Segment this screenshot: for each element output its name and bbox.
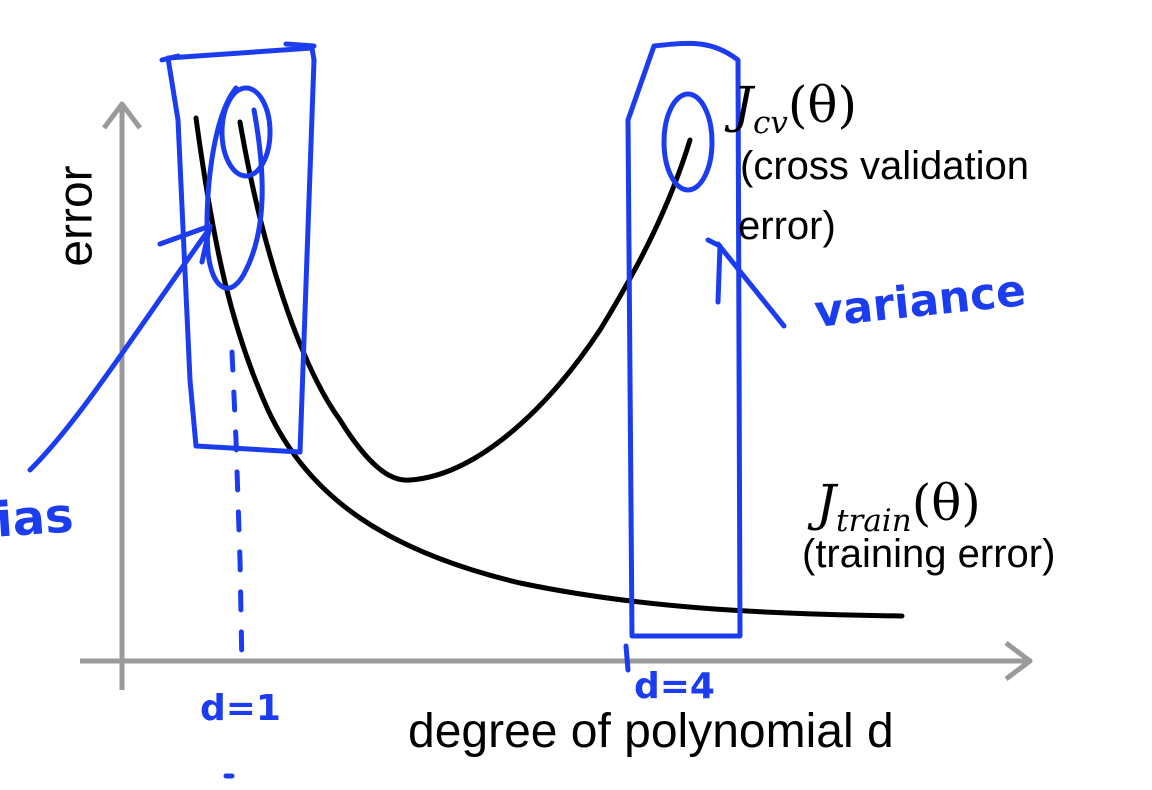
train-caption: (training error): [802, 532, 1056, 576]
y-axis: [102, 101, 142, 690]
bias-annotation: ias: [0, 487, 76, 549]
training-error-curve: [193, 115, 905, 619]
cv-argument: (θ): [787, 76, 858, 134]
d1-annotation: d=1: [200, 688, 281, 729]
d4-tick: [623, 643, 631, 673]
train-argument: (θ): [911, 474, 981, 532]
cv-subscript: cv: [753, 104, 788, 141]
x-axis-arrowhead: [1004, 641, 1033, 681]
cv-symbol: J: [733, 76, 754, 134]
d1-highlight-box-ink-tail: [159, 41, 317, 63]
bias-arrow: [27, 223, 213, 473]
d4-annotation: d=4: [634, 666, 715, 707]
variance-arrow: [705, 237, 787, 329]
cv-caption-line2: error): [738, 204, 836, 248]
d1-highlight-box: [165, 45, 317, 455]
train-symbol: J: [816, 474, 837, 532]
y-axis-label: error: [49, 165, 103, 267]
d1-dashed-guide: [229, 349, 245, 671]
d4-circle: [661, 91, 715, 193]
cv-error-curve: [237, 119, 693, 483]
train-subscript: train: [836, 502, 912, 539]
d1-circle: [219, 85, 273, 179]
d4-highlight-box: [625, 40, 743, 639]
train-formula: Jtrain(θ): [816, 478, 981, 537]
x-axis: [80, 641, 1033, 681]
bias-lobe: [204, 85, 265, 291]
y-axis-arrowhead: [102, 101, 142, 130]
cv-formula: Jcv(θ): [733, 80, 857, 139]
x-axis-label: degree of polynomial d: [408, 705, 894, 758]
cv-caption-line1: (cross validation: [740, 144, 1030, 188]
